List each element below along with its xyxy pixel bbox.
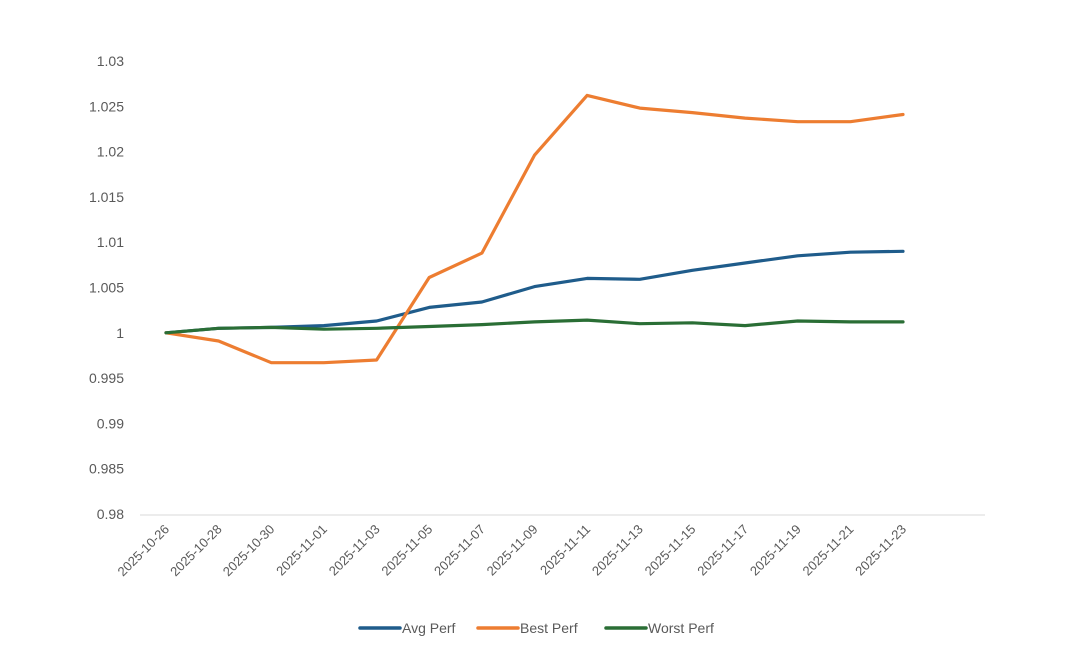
x-tick-label: 2025-11-15 bbox=[642, 522, 699, 579]
x-tick-label: 2025-11-01 bbox=[273, 522, 330, 579]
x-tick-label: 2025-11-23 bbox=[852, 522, 909, 579]
x-tick-label: 2025-11-05 bbox=[378, 522, 435, 579]
y-tick-label: 1.02 bbox=[97, 144, 124, 160]
y-tick-label: 0.98 bbox=[97, 506, 124, 522]
x-tick-label: 2025-10-28 bbox=[167, 522, 225, 580]
y-tick-label: 1.025 bbox=[89, 98, 124, 114]
legend-label: Worst Perf bbox=[648, 620, 714, 636]
y-tick-label: 1.005 bbox=[89, 280, 124, 296]
y-tick-label: 0.985 bbox=[89, 461, 124, 477]
x-tick-label: 2025-11-19 bbox=[747, 522, 804, 579]
y-tick-label: 0.99 bbox=[97, 415, 124, 431]
x-tick-label: 2025-10-26 bbox=[114, 522, 172, 580]
legend-label: Best Perf bbox=[520, 620, 578, 636]
legend-item: Best Perf bbox=[476, 620, 578, 636]
series-line-best-perf bbox=[164, 93, 905, 365]
x-tick-label: 2025-11-13 bbox=[589, 522, 646, 579]
legend: Avg Perf Best Perf Worst Perf bbox=[358, 620, 714, 636]
legend-label: Avg Perf bbox=[402, 620, 456, 636]
x-tick-label: 2025-10-30 bbox=[220, 522, 278, 580]
x-tick-label: 2025-11-07 bbox=[431, 522, 488, 579]
legend-item: Avg Perf bbox=[358, 620, 456, 636]
y-axis: 0.98 0.985 0.99 0.995 1 1.005 1.01 1.015 1.02 1.0… bbox=[89, 53, 124, 522]
y-tick-label: 1.01 bbox=[97, 234, 124, 250]
y-tick-label: 1.015 bbox=[89, 189, 124, 205]
x-tick-label: 2025-11-11 bbox=[537, 522, 593, 578]
y-tick-label: 1 bbox=[116, 325, 124, 341]
x-tick-label: 2025-11-17 bbox=[694, 522, 751, 579]
y-tick-label: 0.995 bbox=[89, 370, 124, 386]
series-line-worst-perf bbox=[164, 318, 905, 335]
y-tick-label: 1.03 bbox=[97, 53, 124, 69]
x-tick-label: 2025-11-03 bbox=[326, 522, 383, 579]
legend-item: Worst Perf bbox=[604, 620, 714, 636]
x-axis: 2025-10-262025-10-282025-10-302025-11-01… bbox=[114, 522, 909, 580]
series-lines bbox=[164, 93, 905, 365]
x-tick-label: 2025-11-21 bbox=[800, 522, 857, 579]
x-tick-label: 2025-11-09 bbox=[484, 522, 541, 579]
